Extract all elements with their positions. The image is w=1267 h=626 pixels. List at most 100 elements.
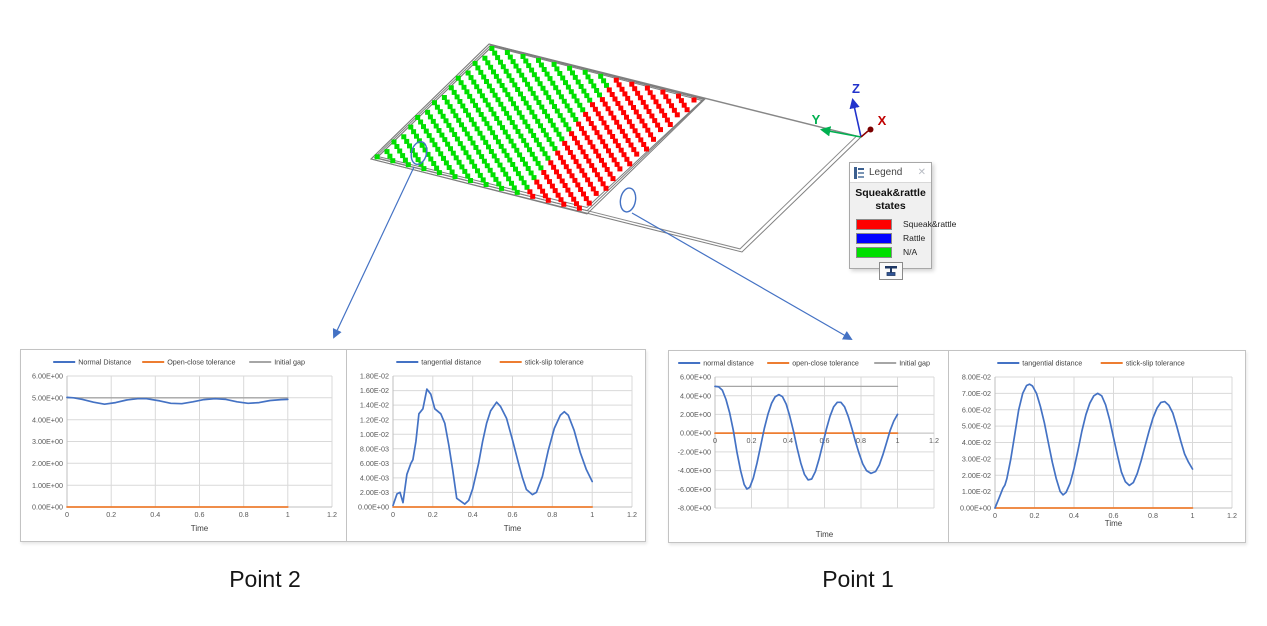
svg-text:Time: Time [816,530,834,539]
axis-triad: Z Y X [812,81,887,138]
svg-text:5.00E+00: 5.00E+00 [32,393,63,402]
svg-text:0.4: 0.4 [1069,511,1079,520]
arrow-to-point-2-charts [332,166,415,339]
scene-canvas[interactable]: Z Y X [0,0,1267,348]
point-2-marker[interactable] [409,140,429,166]
svg-text:0.6: 0.6 [1109,511,1119,520]
svg-text:0.8: 0.8 [856,436,866,445]
svg-text:0.00E+00: 0.00E+00 [32,503,63,512]
legend-titlebar[interactable]: Legend ✕ [850,163,931,183]
svg-text:1.00E-02: 1.00E-02 [962,487,991,496]
legend-list-icon [854,166,864,179]
svg-text:0.2: 0.2 [106,510,116,519]
close-icon[interactable]: ✕ [917,167,926,178]
legend-entry-na: N/A [856,245,931,259]
svg-text:0: 0 [713,436,717,445]
svg-text:2.00E+00: 2.00E+00 [680,410,711,419]
svg-text:0: 0 [993,511,997,520]
svg-text:1.00E+00: 1.00E+00 [32,481,63,490]
legend-heading: Squeak&rattle states [855,187,926,212]
svg-text:1: 1 [590,510,594,519]
svg-text:1: 1 [896,436,900,445]
chart-p1-tangential-distance: 0.00E+00 1.00E-02 2.00E-02 3.00E-02 4.00E-02… [948,351,1246,542]
svg-text:0.2: 0.2 [428,510,438,519]
svg-text:1.00E-02: 1.00E-02 [360,430,389,439]
rattle-swatch [856,232,892,244]
svg-text:-8.00E+00: -8.00E+00 [678,504,711,513]
svg-text:4.00E+00: 4.00E+00 [32,415,63,424]
svg-text:-6.00E+00: -6.00E+00 [678,485,711,494]
p2-normal-distance-plot: 0.00E+00 1.00E+00 2.00E+00 3.00E+00 4.00E+00… [32,358,337,533]
svg-text:normal distance: normal distance [703,359,754,368]
svg-text:7.00E-02: 7.00E-02 [962,389,991,398]
svg-text:tangential distance: tangential distance [421,358,481,367]
svg-text:Time: Time [504,524,522,533]
p2-tangential-distance-plot: 0.00E+00 2.00E-03 4.00E-03 6.00E-03 8.00E-03… [358,358,637,533]
chart-p1-normal-distance: -8.00E+00 -6.00E+00 -4.00E+00 -2.00E+00 0.00… [669,351,948,542]
chart-p2-tangential-distance: 0.00E+00 2.00E-03 4.00E-03 6.00E-03 8.00E-03… [346,350,646,541]
legend-dock-button[interactable] [878,262,903,280]
point-1-marker[interactable] [619,187,638,213]
svg-text:0.8: 0.8 [547,510,557,519]
na-swatch [856,246,892,258]
svg-text:stick-slip tolerance: stick-slip tolerance [525,358,584,367]
svg-text:1.2: 1.2 [1227,511,1237,520]
svg-text:Normal Distance: Normal Distance [78,358,131,367]
svg-text:open-close tolerance: open-close tolerance [792,359,859,368]
svg-text:0.2: 0.2 [1030,511,1040,520]
legend-window-title: Legend [869,167,903,178]
legend-entry-rattle: Rattle [856,231,931,245]
p1-tangential-distance-plot: 0.00E+00 1.00E-02 2.00E-02 3.00E-02 4.00E-02… [960,359,1237,528]
point-1-caption: Point 1 [822,566,894,592]
svg-text:4.00E+00: 4.00E+00 [680,391,711,400]
svg-text:Initial gap: Initial gap [899,359,930,368]
svg-text:Open-close tolerance: Open-close tolerance [167,358,235,367]
legend-entry-label: Squeak&rattle [903,219,957,229]
svg-text:0.00E+00: 0.00E+00 [680,429,711,438]
svg-text:Time: Time [1105,519,1123,528]
svg-text:0: 0 [391,510,395,519]
squeak-rattle-swatch [856,218,892,230]
svg-text:-2.00E+00: -2.00E+00 [678,448,711,457]
legend-window: Legend ✕ Squeak&rattle states Squeak&rat… [849,162,956,280]
svg-text:1: 1 [286,510,290,519]
svg-text:2.00E+00: 2.00E+00 [32,459,63,468]
legend-entry-label: N/A [903,247,918,257]
svg-text:6.00E+00: 6.00E+00 [680,373,711,382]
dock-icon [884,266,897,276]
svg-text:0.8: 0.8 [1148,511,1158,520]
svg-text:0.00E+00: 0.00E+00 [358,503,389,512]
svg-text:6.00E-02: 6.00E-02 [962,405,991,414]
svg-text:0.6: 0.6 [195,510,205,519]
svg-text:1.80E-02: 1.80E-02 [360,372,389,381]
svg-text:0.4: 0.4 [783,436,793,445]
svg-text:Time: Time [191,524,209,533]
svg-text:-4.00E+00: -4.00E+00 [678,466,711,475]
point-2-caption: Point 2 [229,566,301,592]
x-axis-dot [867,126,874,133]
svg-text:0.6: 0.6 [508,510,518,519]
svg-text:1: 1 [1191,511,1195,520]
svg-text:8.00E-02: 8.00E-02 [962,373,991,382]
svg-text:1.2: 1.2 [327,510,337,519]
svg-text:0.4: 0.4 [468,510,478,519]
svg-text:Initial gap: Initial gap [274,358,305,367]
svg-text:stick-slip tolerance: stick-slip tolerance [1126,359,1185,368]
chart-group-point-1: -8.00E+00 -6.00E+00 -4.00E+00 -2.00E+00 0.00… [668,350,1246,543]
svg-text:1.60E-02: 1.60E-02 [360,386,389,395]
svg-text:6.00E-03: 6.00E-03 [360,459,389,468]
svg-text:0.00E+00: 0.00E+00 [960,504,991,513]
axis-label-x: X [878,113,887,128]
svg-text:0.6: 0.6 [820,436,830,445]
svg-text:6.00E+00: 6.00E+00 [32,372,63,381]
svg-text:1.2: 1.2 [929,436,939,445]
state-dots [374,46,697,211]
svg-text:8.00E-03: 8.00E-03 [360,444,389,453]
svg-text:0.2: 0.2 [747,436,757,445]
axis-label-y: Y [812,112,821,127]
svg-text:3.00E+00: 3.00E+00 [32,437,63,446]
axis-label-z: Z [852,81,860,96]
svg-text:1.20E-02: 1.20E-02 [360,415,389,424]
legend-entry-squeak-rattle: Squeak&rattle [856,217,956,231]
svg-text:0: 0 [65,510,69,519]
